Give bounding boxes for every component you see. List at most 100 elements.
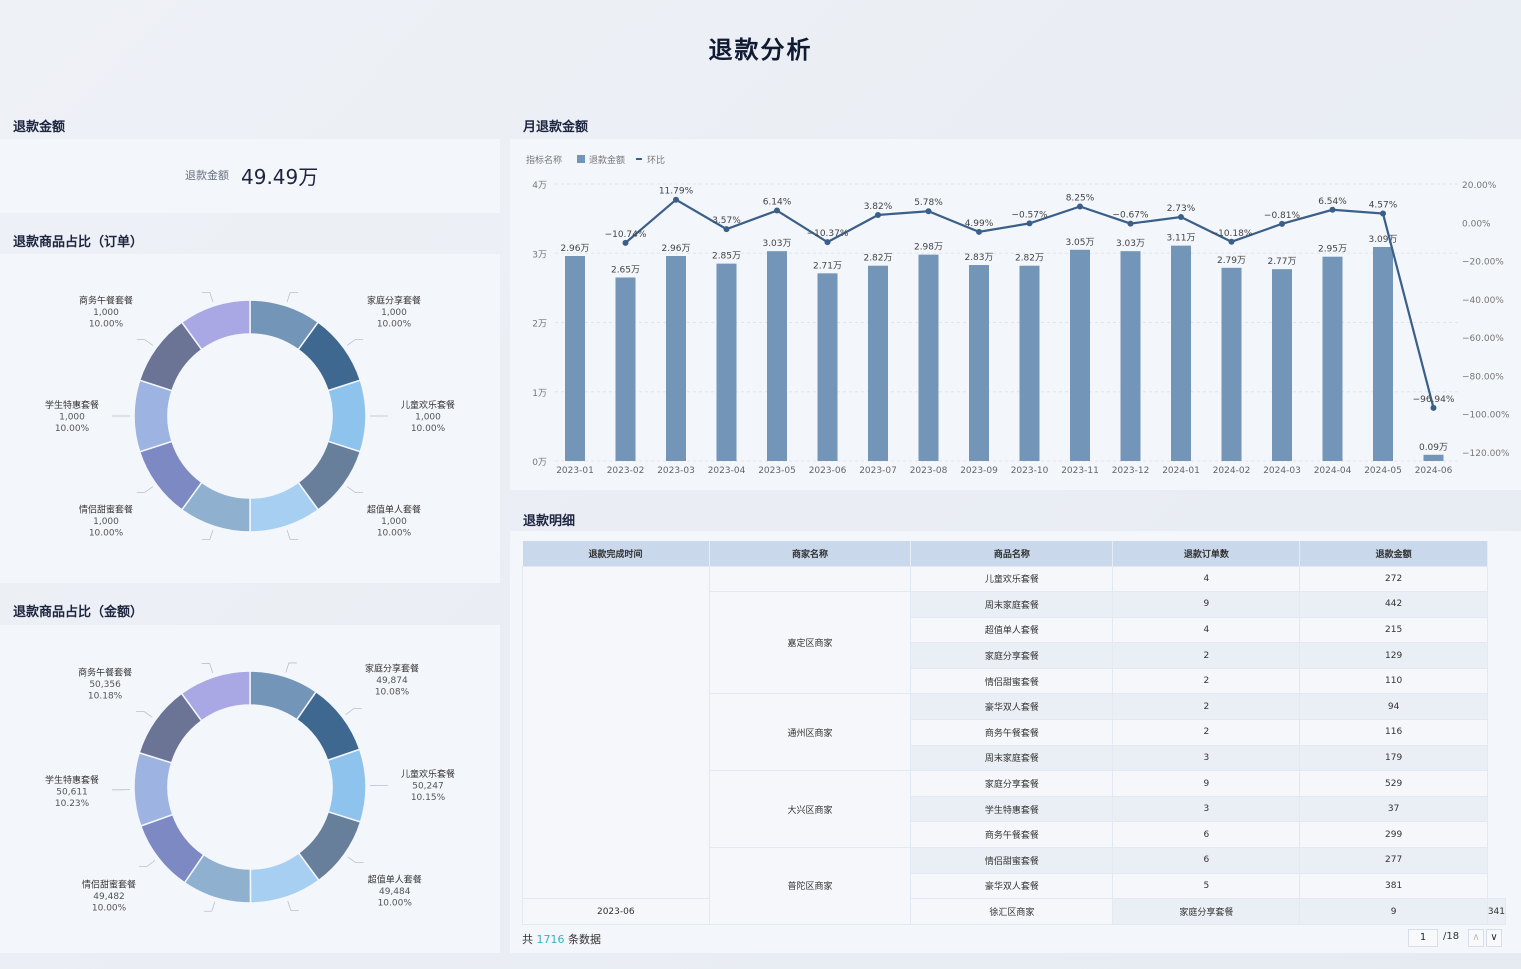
y-right-tick: 0.00% xyxy=(1462,219,1491,229)
bar-label: 2.98万 xyxy=(914,243,943,253)
bar xyxy=(1272,269,1292,461)
donut-amount-chart: 双人欢乐套餐47,8209.66%家庭分享套餐49,87410.08%儿童欢乐套… xyxy=(45,584,455,969)
cell-amount: 277 xyxy=(1299,847,1488,874)
x-tick: 2023-06 xyxy=(809,466,847,476)
table-row: 儿童欢乐套餐 4 272 xyxy=(522,565,1506,900)
y-right-tick: −120.00% xyxy=(1462,449,1510,459)
cell-orders: 4 xyxy=(1112,565,1301,593)
page-total: /18 xyxy=(1443,931,1460,942)
line-label: 6.14% xyxy=(763,198,792,208)
line-label: 4.57% xyxy=(1369,201,1398,211)
label-line xyxy=(347,856,364,864)
slice-value: 49,874 xyxy=(376,676,408,686)
line-label: −0.57% xyxy=(1011,210,1048,220)
page-input[interactable]: 1 xyxy=(1408,929,1438,947)
x-tick: 2023-01 xyxy=(556,466,594,476)
donut-slice xyxy=(180,299,251,351)
cell-amount: 529 xyxy=(1299,770,1488,797)
cell-orders: 9 xyxy=(1112,591,1301,618)
slice-value: 1,000 xyxy=(415,413,441,423)
bar xyxy=(868,265,888,461)
footer-suffix: 条数据 xyxy=(568,933,601,946)
x-tick: 2024-06 xyxy=(1415,466,1453,476)
bar-label: 3.03万 xyxy=(762,239,791,249)
x-tick: 2024-03 xyxy=(1263,466,1301,476)
line-point xyxy=(1026,220,1033,227)
bar-label: 2.96万 xyxy=(661,244,690,254)
label-line xyxy=(346,486,364,493)
donut-slice xyxy=(180,670,251,722)
cell-product: 情侣甜蜜套餐 xyxy=(910,667,1114,695)
line-point xyxy=(1329,206,1336,213)
line-point xyxy=(1430,404,1437,411)
column-header[interactable]: 商品名称 xyxy=(910,541,1114,566)
detail-panel: 退款完成时间 商家名称 商品名称 退款订单数 退款金额 儿童欢乐套餐 4 272 嘉定区商家周… xyxy=(510,531,1521,953)
y-right-tick: −60.00% xyxy=(1462,334,1504,344)
cell-time: 2023-06 xyxy=(522,898,710,925)
line-label: −0.67% xyxy=(1112,211,1149,221)
x-tick: 2023-12 xyxy=(1112,466,1150,476)
bar xyxy=(1423,454,1444,461)
slice-name: 学生特惠套餐 xyxy=(45,774,99,786)
cell-amount: 37 xyxy=(1299,795,1488,823)
cell-orders: 9 xyxy=(1112,770,1301,797)
kpi-header: 退款金额 xyxy=(13,120,66,135)
monthly-chart: 指标名称 退款金额 环比 0万 1万 2万 3万 4万 20.00% 0.00% −20.00% −4… xyxy=(526,154,1510,476)
cell-product: 儿童欢乐套餐 xyxy=(910,565,1114,593)
column-header[interactable]: 商家名称 xyxy=(709,541,912,566)
bar xyxy=(767,251,787,461)
prev-page-button[interactable]: ∧ xyxy=(1468,929,1484,947)
bar xyxy=(1373,247,1393,461)
table-row: 豪华双人套餐 5 381 xyxy=(523,872,1506,900)
cell-amount: 215 xyxy=(1299,616,1488,644)
cell-product: 商务午餐套餐 xyxy=(910,719,1114,746)
line-label: −10.37% xyxy=(807,229,849,239)
label-line xyxy=(203,901,216,912)
slice-percent: 10.18% xyxy=(88,692,123,702)
total-count: 1716 xyxy=(536,933,565,946)
column-header[interactable]: 退款订单数 xyxy=(1112,541,1301,566)
bar-label: 2.95万 xyxy=(1318,245,1347,255)
bar xyxy=(1019,265,1040,461)
slice-name: 超值单人套餐 xyxy=(367,504,421,516)
line-point xyxy=(925,208,932,215)
bar xyxy=(1120,251,1141,461)
y-left-tick: 4万 xyxy=(532,181,547,191)
column-header[interactable]: 退款金额 xyxy=(1299,541,1488,566)
line-point xyxy=(1279,220,1285,227)
detail-table: 退款完成时间 商家名称 商品名称 退款订单数 退款金额 儿童欢乐套餐 4 272 嘉定区商家周… xyxy=(522,541,1507,925)
legend-bar-swatch xyxy=(577,155,585,163)
slice-name: 情侣甜蜜套餐 xyxy=(82,879,136,891)
line-point xyxy=(673,196,679,203)
bar-label: 2.65万 xyxy=(611,265,640,275)
bar xyxy=(1070,249,1090,461)
cell-merchant: 通州区商家 xyxy=(708,693,912,772)
table-row: 家庭分享套餐 2 129 xyxy=(523,642,1506,669)
column-header[interactable]: 退款完成时间 xyxy=(522,541,710,566)
line-point xyxy=(723,226,730,233)
bar-label: 3.09万 xyxy=(1368,235,1397,245)
table-row: 通州区商家 豪华双人套餐 2 94 xyxy=(523,693,1506,772)
slice-name: 家庭分享套餐 xyxy=(365,663,419,675)
table-row: 2023-06 徐汇区商家 家庭分享套餐 9 341 xyxy=(522,898,1507,925)
bar xyxy=(817,273,838,461)
cell-amount: 442 xyxy=(1299,591,1488,618)
line-point xyxy=(622,239,629,246)
cell-orders: 4 xyxy=(1112,616,1301,644)
bar-label: 2.71万 xyxy=(813,261,842,271)
bar-label: 2.82万 xyxy=(1015,254,1044,264)
slice-percent: 10.15% xyxy=(411,793,446,803)
cell-amount: 299 xyxy=(1299,821,1488,849)
y-right-tick: 20.00% xyxy=(1462,181,1497,191)
cell-amount: 94 xyxy=(1299,693,1488,721)
slice-name: 商务午餐套餐 xyxy=(79,294,133,306)
line-point xyxy=(824,239,831,246)
bar xyxy=(1221,267,1242,461)
next-page-button[interactable]: ∨ xyxy=(1486,929,1502,947)
cell-amount: 116 xyxy=(1299,719,1488,746)
cell-orders: 2 xyxy=(1112,719,1301,746)
line-label: 8.25% xyxy=(1066,193,1095,203)
slice-name: 学生特惠套餐 xyxy=(45,399,99,411)
label-line xyxy=(285,662,297,673)
cell-amount: 272 xyxy=(1299,565,1488,593)
